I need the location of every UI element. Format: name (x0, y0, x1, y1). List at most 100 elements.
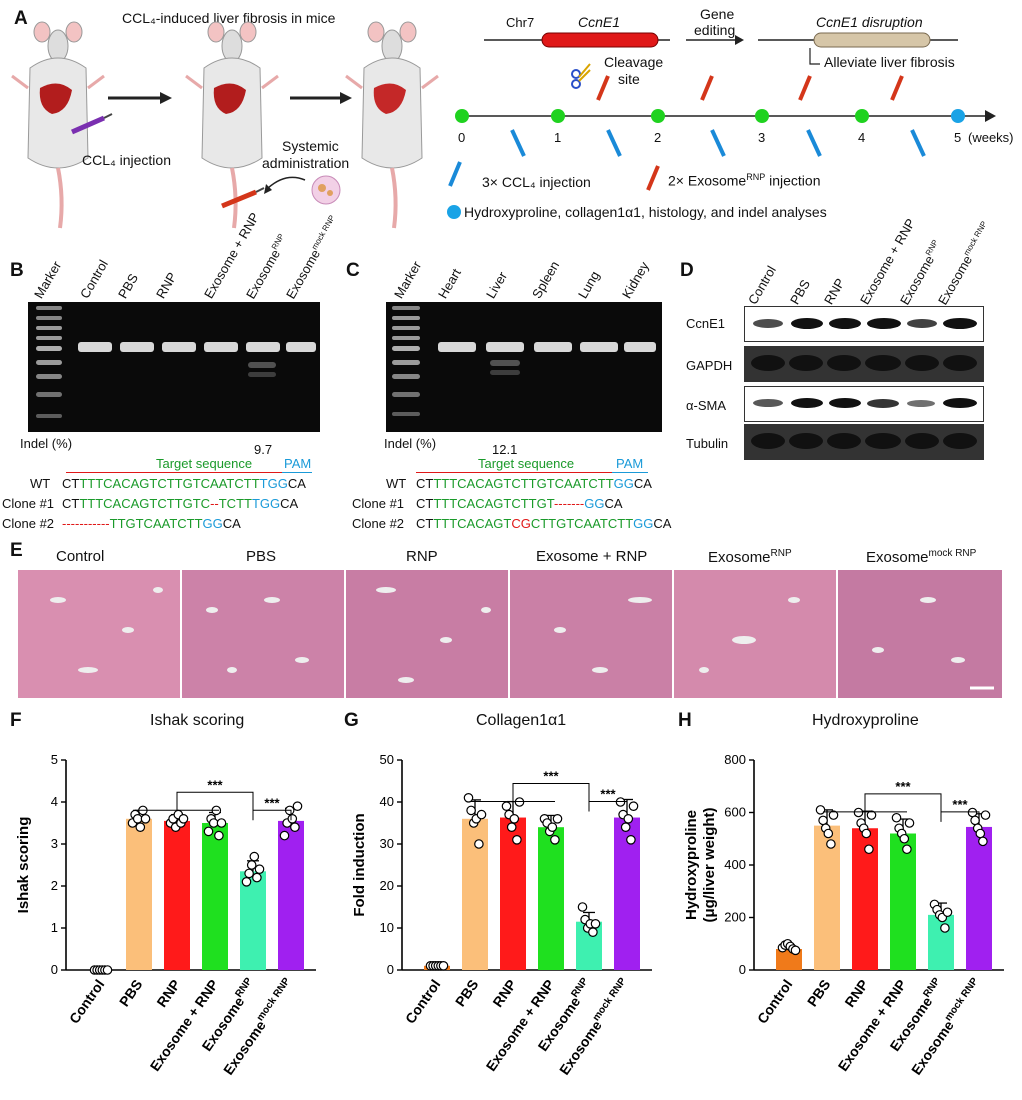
data-point (252, 872, 262, 883)
panel-label-a: A (14, 8, 28, 29)
x-tick-label-5: Exosomemock RNP (219, 976, 298, 1078)
wb-lane-pbs: PBS (787, 276, 814, 307)
pam-label-c: PAM (616, 456, 644, 471)
systemic-admin-label-2: administration (262, 155, 350, 171)
systemic-admin-label-1: Systemic (282, 138, 339, 154)
x-tick-label-3: Exosome + RNP (835, 977, 910, 1074)
data-point (254, 864, 265, 874)
data-point (292, 801, 303, 811)
data-point (509, 814, 520, 824)
x-tick-label-2: RNP (841, 977, 871, 1010)
data-point (978, 836, 988, 847)
timeline-point (455, 109, 469, 123)
gene-editing-label-2: editing (694, 22, 736, 38)
wb-blot-gapdh (744, 346, 984, 382)
weeks-label: (weeks) (968, 130, 1014, 145)
y-tick-label: 200 (724, 910, 746, 925)
histology-image-rnp (346, 570, 508, 698)
data-point (506, 822, 517, 832)
timeline-point (755, 109, 769, 123)
panel-label-c: C (346, 260, 360, 281)
wb-protein-asma: α-SMA (686, 398, 727, 413)
significance-bracket (512, 782, 590, 812)
indel-label-c: Indel (%) (384, 436, 437, 451)
gel-c-lane-kidney: Kidney (619, 259, 652, 301)
data-point (208, 818, 219, 828)
data-point (828, 810, 839, 820)
panel-label-e: E (10, 540, 23, 561)
panel-label-b: B (10, 260, 24, 281)
y-tick-label: 0 (739, 962, 746, 977)
gel-b-lane-marker: Marker (31, 258, 65, 301)
y-tick-label: 3 (51, 836, 58, 851)
significance-bracket (864, 793, 942, 822)
y-axis-label-unit: (μg/liver weight) (701, 807, 718, 922)
chart-h-hydroxyproline: 0 200 400 600 800 Hydroxyproline (μg/liver wei… (683, 752, 1004, 1078)
data-point (623, 814, 634, 824)
significance-bracket (252, 809, 292, 821)
data-point (590, 919, 601, 929)
gel-b-lane-rnp: RNP (153, 269, 180, 301)
arrow-right-icon (290, 92, 352, 104)
data-point (626, 835, 636, 845)
y-tick-label: 2 (51, 878, 58, 893)
significance-bracket (176, 791, 254, 821)
clone1-label-b: Clone #1 (2, 496, 55, 511)
y-axis-label: Hydroxyproline (683, 810, 700, 920)
gel-c-lane-spleen: Spleen (529, 258, 563, 301)
y-tick-label: 800 (724, 752, 746, 767)
clone2-label-c: Clone #2 (352, 516, 405, 531)
clone2-label-b: Clone #2 (2, 516, 55, 531)
mouse-illustrations (11, 21, 439, 229)
histology-image-exo-rnp (510, 570, 672, 698)
x-tick-label-1: PBS (804, 977, 834, 1010)
histology-title-control: Control (56, 548, 105, 565)
x-tick-label-3: Exosome + RNP (483, 977, 558, 1074)
gel-b-lane-control: Control (77, 257, 111, 301)
histology-image-pbs (182, 570, 344, 698)
gene-editing-diagram (447, 32, 996, 219)
mouse-1-icon (11, 21, 105, 229)
wt-seq-c: CTTTTCACAGTCTTGTCAATCTTGGCA (416, 476, 652, 491)
wb-protein-tubulin: Tubulin (686, 436, 729, 451)
data-point (244, 868, 254, 879)
data-point (866, 810, 877, 820)
data-point (241, 877, 252, 887)
bar-2 (164, 820, 190, 970)
cleavage-label-1: Cleavage (604, 54, 664, 70)
gel-c-lane-lung: Lung (575, 268, 603, 301)
y-tick-label: 400 (724, 857, 746, 872)
data-point (547, 822, 558, 832)
x-tick-label-5: Exosomemock RNP (907, 976, 986, 1078)
data-point (463, 792, 474, 803)
target-seq-label-c: Target sequence (478, 456, 575, 471)
histology-title-exosome-mock: Exosomemock RNP (866, 548, 977, 566)
wb-protein-gapdh: GAPDH (686, 358, 733, 373)
x-tick-label-5: Exosomemock RNP (555, 976, 634, 1078)
wb-protein-ccne1: CcnE1 (686, 316, 726, 331)
chart-h-title: Hydroxyproline (812, 712, 919, 729)
data-point (203, 826, 214, 837)
data-point (550, 835, 560, 845)
arrow-right-icon (108, 92, 172, 104)
data-point (628, 801, 639, 811)
panel-a-title: CCL₄-induced liver fibrosis in mice (122, 10, 336, 26)
significance-label: *** (264, 795, 280, 810)
data-point (135, 822, 146, 832)
y-tick-label: 1 (51, 920, 58, 935)
bar-5 (614, 817, 640, 970)
clone2-seq-b: -----------TTGTCAATCTTGGCA (62, 516, 241, 531)
wt-label-b: WT (30, 476, 51, 491)
x-tick-label-0: Control (754, 977, 796, 1027)
timeline-tick-3: 3 (758, 130, 766, 145)
significance-bracket (588, 800, 628, 812)
data-point (902, 844, 912, 855)
data-point (249, 851, 260, 862)
chart-g-title: Collagen1α1 (476, 712, 567, 729)
data-point (132, 814, 143, 824)
data-point (178, 814, 189, 824)
bar-2 (500, 817, 526, 970)
timeline-tick-0: 0 (458, 130, 466, 145)
data-point (466, 805, 476, 816)
data-point (588, 927, 598, 937)
